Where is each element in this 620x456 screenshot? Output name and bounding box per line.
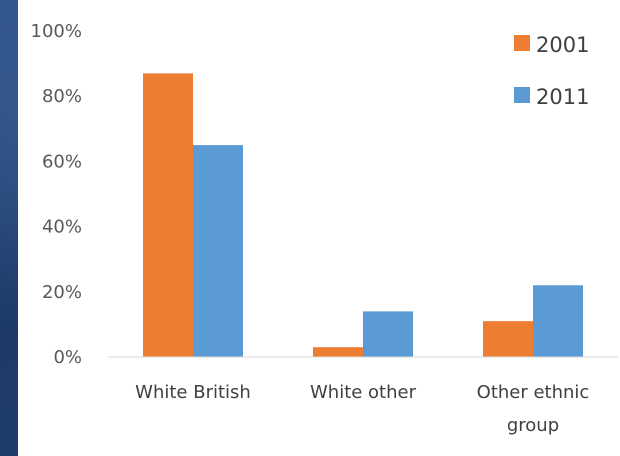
bars [143,73,583,357]
y-tick-label: 80% [42,86,82,107]
y-tick-label: 40% [42,217,82,238]
legend-label-2011: 2011 [536,85,589,109]
x-category-label: White other [310,382,417,403]
bar-2001 [313,347,363,357]
y-tick-label: 100% [31,21,82,42]
y-tick-label: 0% [53,347,82,368]
legend-label-2001: 2001 [536,33,589,57]
bar-2001 [143,73,193,357]
legend-swatch-2001 [514,35,530,51]
bar-chart: 0% 20% 40% 60% 80% 100% White British White ot… [31,21,618,436]
x-category-label: White British [135,382,251,403]
y-axis: 0% 20% 40% 60% 80% 100% [31,21,82,368]
y-tick-label: 20% [42,282,82,303]
x-category-label: group [507,415,559,436]
legend-swatch-2011 [514,87,530,103]
y-tick-label: 60% [42,151,82,172]
bar-2001 [483,321,533,357]
bar-2011 [363,311,413,357]
x-axis: White British White other Other ethnic grou… [135,382,589,436]
bar-2011 [533,285,583,357]
x-category-label: Other ethnic [477,382,590,403]
chart-panel: 0% 20% 40% 60% 80% 100% White British White ot… [18,0,620,456]
bar-2011 [193,145,243,357]
legend: 2001 2011 [514,33,589,109]
